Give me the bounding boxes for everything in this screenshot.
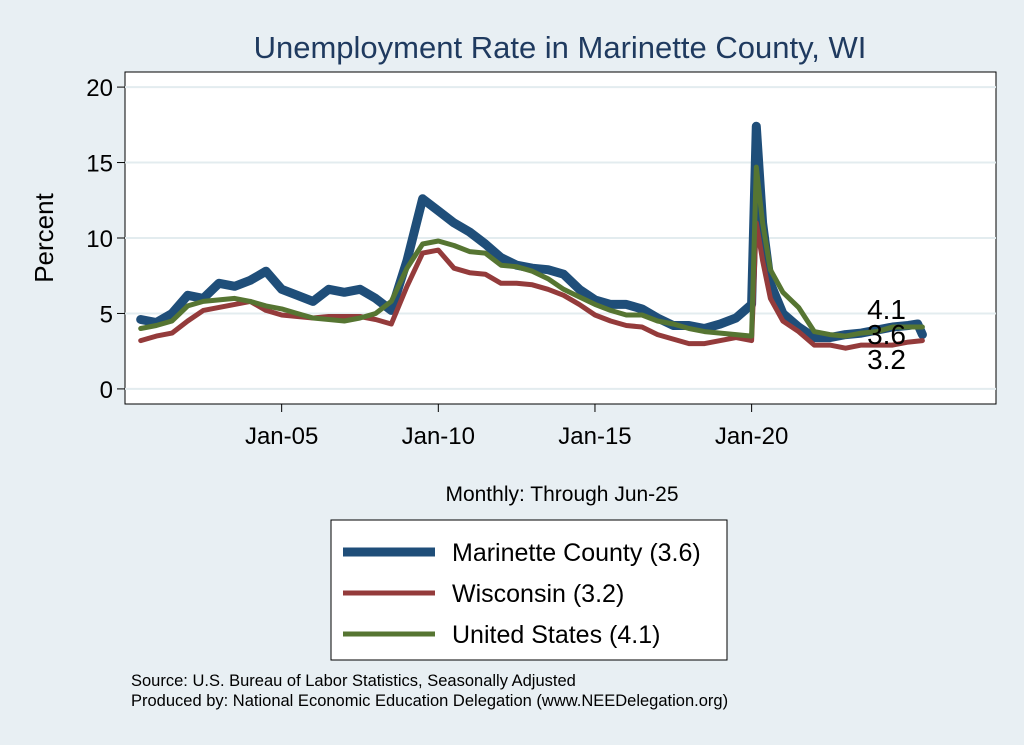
legend-label-2: United States (4.1) bbox=[452, 621, 660, 649]
y-axis-label: Percent bbox=[29, 192, 59, 282]
legend: Marinette County (3.6) Wisconsin (3.2) Uni… bbox=[343, 539, 701, 649]
legend-label-0: Marinette County (3.6) bbox=[452, 539, 701, 567]
x-tick-label-Jan-15: Jan-15 bbox=[558, 423, 631, 450]
producer-note: Produced by: National Economic Education… bbox=[131, 692, 729, 710]
series-lines bbox=[136, 121, 927, 351]
series-line-2 bbox=[138, 164, 925, 339]
y-tick-label-20: 20 bbox=[86, 75, 113, 102]
source-note: Source: U.S. Bureau of Labor Statistics,… bbox=[131, 672, 576, 690]
y-tick-label-15: 15 bbox=[86, 151, 113, 178]
end-label-0: 3.6 bbox=[867, 319, 906, 350]
x-tick-label-Jan-20: Jan-20 bbox=[715, 423, 788, 450]
legend-label-1: Wisconsin (3.2) bbox=[452, 580, 624, 608]
y-tick-label-10: 10 bbox=[86, 226, 113, 253]
end-labels: 4.13.63.2 bbox=[867, 294, 906, 375]
x-axis-label: Monthly: Through Jun-25 bbox=[445, 483, 678, 506]
end-label-2: 4.1 bbox=[867, 294, 906, 325]
y-tick-label-0: 0 bbox=[100, 377, 113, 404]
end-label-1: 3.2 bbox=[867, 344, 906, 375]
x-axis-ticks: Jan-05 Jan-10 Jan-15 Jan-20 bbox=[245, 404, 788, 450]
x-tick-label-Jan-10: Jan-10 bbox=[402, 423, 475, 450]
chart-title: Unemployment Rate in Marinette County, W… bbox=[254, 30, 867, 65]
y-axis-ticks: 0 5 10 15 20 bbox=[86, 75, 125, 404]
legend-box bbox=[330, 519, 728, 661]
series-line-1 bbox=[138, 220, 925, 351]
series-line-0 bbox=[136, 121, 927, 343]
y-tick-label-5: 5 bbox=[100, 301, 113, 328]
x-tick-label-Jan-05: Jan-05 bbox=[245, 423, 318, 450]
